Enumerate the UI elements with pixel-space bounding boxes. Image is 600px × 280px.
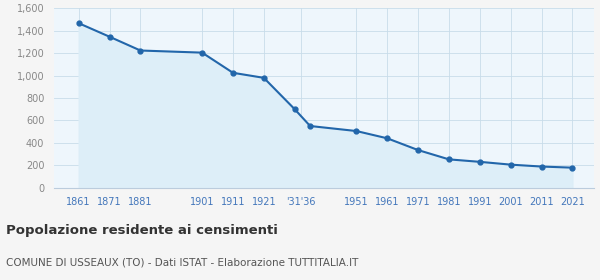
Text: COMUNE DI USSEAUX (TO) - Dati ISTAT - Elaborazione TUTTITALIA.IT: COMUNE DI USSEAUX (TO) - Dati ISTAT - El… bbox=[6, 258, 358, 268]
Text: Popolazione residente ai censimenti: Popolazione residente ai censimenti bbox=[6, 224, 278, 237]
